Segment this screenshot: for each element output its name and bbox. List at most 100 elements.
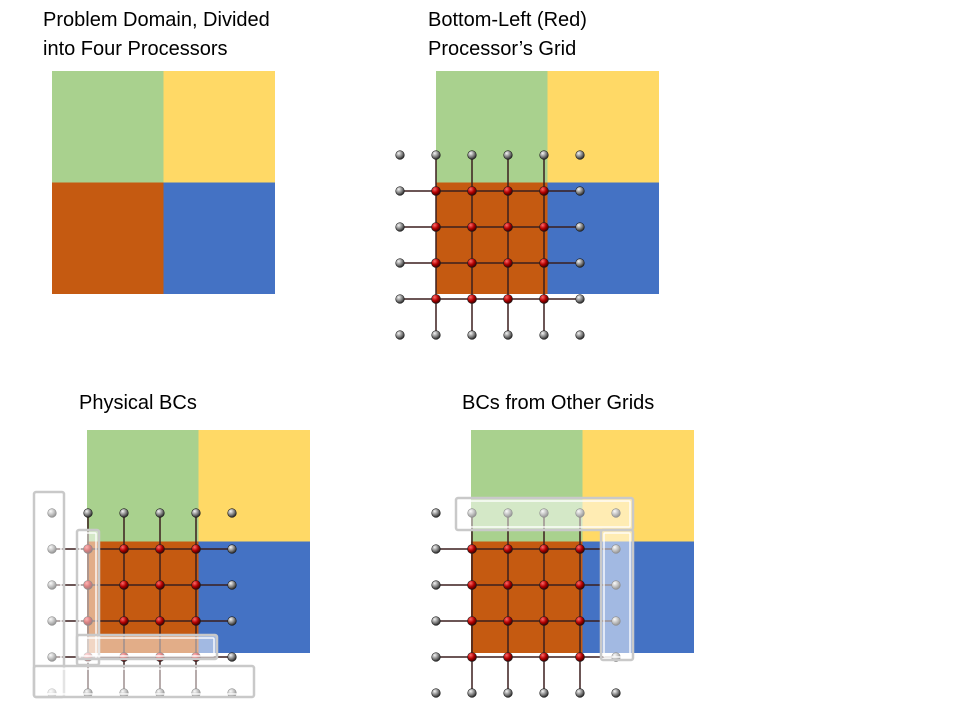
red-grid-ghost-node	[395, 294, 405, 304]
red-grid-interior-node	[431, 258, 441, 268]
red-grid-ghost-node	[539, 150, 549, 160]
other-grid-bcs-ghost-node	[503, 688, 513, 698]
red-grid-interior-node	[431, 294, 441, 304]
red-grid-ghost-node	[539, 330, 549, 340]
physical-bcs-interior-node	[119, 544, 129, 554]
other-grid-bcs-quadrant-bottom-left	[471, 541, 583, 653]
panel-title-red-grid: Bottom-Left (Red) Processor’s Grid	[428, 9, 587, 60]
red-grid-ghost-node	[575, 258, 585, 268]
physical-bcs-ghost-node	[227, 544, 237, 554]
physical-bcs-ghost-node	[227, 652, 237, 662]
panel-title-domain: Problem Domain, Divided into Four Proces…	[43, 9, 270, 60]
other-grid-bcs-quadrant-bottom-right	[582, 541, 694, 653]
red-grid-interior-node	[467, 258, 477, 268]
other-grid-bcs-ghost-node	[431, 652, 441, 662]
physical-bcs-ghost-node	[227, 508, 237, 518]
panel-title-physical-bcs: Physical BCs	[79, 392, 197, 414]
other-grid-bcs-interior-node	[467, 580, 477, 590]
domain-quadrant-top-left	[52, 71, 164, 183]
other-grid-bcs-interior-node	[503, 616, 513, 626]
other-grid-bcs-interior-node	[467, 616, 477, 626]
other-grid-bcs-interior-node	[575, 580, 585, 590]
other-grid-bcs-interior-node	[539, 544, 549, 554]
red-grid-ghost-node	[395, 186, 405, 196]
physical-bcs-interior-node	[191, 580, 201, 590]
exchange-bc-strip-right	[599, 528, 635, 662]
other-grid-bcs-ghost-node	[431, 616, 441, 626]
other-grid-bcs-interior-node	[539, 652, 549, 662]
red-grid-interior-node	[431, 222, 441, 232]
red-grid-interior-node	[431, 186, 441, 196]
exchange-bc-strip-top-inner-edge	[458, 500, 631, 528]
other-grid-bcs-interior-node	[467, 544, 477, 554]
red-grid-ghost-node	[467, 330, 477, 340]
red-grid-ghost-node	[575, 294, 585, 304]
red-grid-quadrant-top-right	[547, 71, 659, 183]
physical-bc-strip-bottom-inner	[75, 633, 219, 661]
physical-bcs-quadrant-top-left	[87, 430, 199, 542]
red-grid-ghost-node	[503, 150, 513, 160]
physical-bcs-ghost-node	[227, 616, 237, 626]
red-grid-interior-node	[467, 222, 477, 232]
red-grid-interior-node	[503, 294, 513, 304]
red-grid-quadrant-bottom-right	[547, 182, 659, 294]
physical-bcs-interior-node	[191, 544, 201, 554]
red-grid-ghost-node	[575, 330, 585, 340]
red-grid-interior-node	[539, 258, 549, 268]
red-grid-interior-node	[503, 186, 513, 196]
physical-bcs-interior-node	[155, 580, 165, 590]
other-grid-bcs-interior-node	[575, 652, 585, 662]
red-grid-quadrant-bottom-left	[436, 182, 548, 294]
physical-bcs-quadrant-top-right	[198, 430, 310, 542]
physical-bcs-interior-node	[119, 580, 129, 590]
red-grid-quadrant-top-left	[436, 71, 548, 183]
other-grid-bcs-interior-node	[503, 652, 513, 662]
physical-bc-strip-bottom-inner-inner-edge	[79, 637, 215, 657]
exchange-bc-strip-right-inner-edge	[603, 532, 631, 658]
red-grid-ghost-node	[575, 150, 585, 160]
other-grid-bcs-interior-node	[539, 580, 549, 590]
other-grid-bcs-interior-node	[539, 616, 549, 626]
panel-title-other-grid-bcs: BCs from Other Grids	[462, 392, 655, 414]
other-grid-bcs-interior-node	[467, 652, 477, 662]
other-grid-bcs-ghost-node	[611, 688, 621, 698]
physical-bcs-interior-node	[155, 544, 165, 554]
red-grid-ghost-node	[467, 150, 477, 160]
physical-bcs-ghost-node	[191, 508, 201, 518]
red-grid-interior-node	[539, 294, 549, 304]
red-grid-ghost-node	[503, 330, 513, 340]
physical-bcs-ghost-node	[155, 508, 165, 518]
domain-quadrant-bottom-right	[163, 182, 275, 294]
domain-quadrant-top-right	[163, 71, 275, 183]
physical-bcs-interior-node	[119, 616, 129, 626]
exchange-bc-strip-top	[454, 496, 635, 532]
red-grid-ghost-node	[431, 150, 441, 160]
physical-bcs-ghost-node	[227, 580, 237, 590]
other-grid-bcs-ghost-node	[431, 580, 441, 590]
physical-bcs-ghost-node	[83, 508, 93, 518]
other-grid-bcs-ghost-node	[467, 688, 477, 698]
physical-bc-strip-bottom-outer	[32, 664, 256, 699]
other-grid-bcs-ghost-node	[431, 508, 441, 518]
red-grid-interior-node	[467, 186, 477, 196]
red-grid-interior-node	[503, 222, 513, 232]
physical-bcs-interior-node	[191, 616, 201, 626]
red-grid-ghost-node	[395, 330, 405, 340]
other-grid-bcs-interior-node	[575, 616, 585, 626]
other-grid-bcs-ghost-node	[431, 544, 441, 554]
red-grid-ghost-node	[395, 258, 405, 268]
physical-bc-strip-left-inner-inner-edge	[79, 532, 97, 663]
other-grid-bcs-ghost-node	[575, 688, 585, 698]
red-grid-interior-node	[539, 186, 549, 196]
red-grid-ghost-node	[395, 150, 405, 160]
domain-quadrant-bottom-left	[52, 182, 164, 294]
red-grid-interior-node	[467, 294, 477, 304]
physical-bcs-interior-node	[155, 616, 165, 626]
red-grid-interior-node	[539, 222, 549, 232]
physical-bcs-ghost-node	[119, 508, 129, 518]
other-grid-bcs-interior-node	[575, 544, 585, 554]
red-grid-ghost-node	[575, 186, 585, 196]
other-grid-bcs-interior-node	[503, 544, 513, 554]
other-grid-bcs-interior-node	[503, 580, 513, 590]
